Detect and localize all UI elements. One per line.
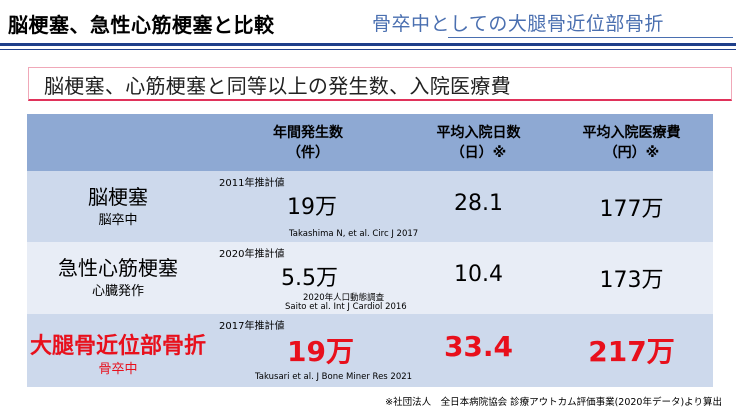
- disease-category: 骨卒中: [98, 362, 138, 377]
- annual-count: 19万: [287, 335, 354, 368]
- disease-category: 脳卒中: [98, 213, 138, 228]
- header-annual-count-line1: 年間発生数: [273, 124, 343, 141]
- days-cell: 10.4: [407, 242, 550, 314]
- footnote: ※社団法人 全日本病院協会 診療アウトカム評価事業(2020年データ)より算出: [385, 397, 722, 408]
- count-cell: 2017年推計値 19万 Takusari et al. J Bone Mine…: [209, 314, 412, 387]
- page-subtitle: 骨卒中としての大腿骨近位部骨折: [372, 13, 664, 35]
- table-header-row: 年間発生数 （件） 平均入院日数 （日）※ 平均入院医療費 （円）※: [27, 114, 713, 171]
- page-title: 脳梗塞、急性心筋梗塞と比較: [8, 13, 275, 37]
- cost-cell: 173万: [550, 242, 713, 314]
- estimate-label: 2020年推計値: [219, 249, 285, 260]
- header-avg-days-line1: 平均入院日数: [436, 124, 521, 141]
- header-avg-days-line2: （日）※: [450, 144, 507, 161]
- header-avg-cost-line1: 平均入院医療費: [582, 124, 681, 141]
- table-row: 急性心筋梗塞 心臓発作 2020年推計値 5.5万 2020年人口動態調査 Sa…: [27, 242, 713, 314]
- citation: 2020年人口動態調査: [303, 293, 385, 303]
- avg-days: 10.4: [454, 262, 503, 287]
- citation-secondary: Saito et al. Int J Cardiol 2016: [285, 302, 407, 312]
- estimate-label: 2017年推計値: [219, 321, 285, 332]
- banner-box: [28, 67, 732, 101]
- row-name-cell: 脳梗塞 脳卒中: [27, 171, 209, 242]
- header-annual-count-line2: （件）: [287, 144, 329, 161]
- annual-count: 5.5万: [281, 266, 338, 291]
- table-row: 脳梗塞 脳卒中 2011年推計値 19万 Takashima N, et al.…: [27, 171, 713, 242]
- header-empty-cell: [27, 114, 209, 171]
- header-avg-cost: 平均入院医療費 （円）※: [550, 114, 713, 171]
- subtitle-underline: [448, 37, 733, 38]
- estimate-label: 2011年推計値: [219, 178, 285, 189]
- header-divider-thin: [0, 49, 736, 50]
- citation: Takusari et al. J Bone Miner Res 2021: [255, 372, 413, 382]
- header-avg-days: 平均入院日数 （日）※: [407, 114, 550, 171]
- avg-days: 33.4: [443, 330, 514, 363]
- cost-cell: 217万: [550, 314, 713, 387]
- annual-count: 19万: [287, 195, 337, 220]
- citation: Takashima N, et al. Circ J 2017: [289, 229, 419, 239]
- header-divider: [0, 43, 736, 46]
- row-name-cell: 大腿骨近位部骨折 骨卒中: [27, 314, 209, 387]
- avg-days: 28.1: [454, 191, 503, 216]
- count-cell: 2011年推計値 19万 Takashima N, et al. Circ J …: [209, 171, 418, 242]
- table-row-highlight: 大腿骨近位部骨折 骨卒中 2017年推計値 19万 Takusari et al…: [27, 314, 713, 387]
- row-name-cell: 急性心筋梗塞 心臓発作: [27, 242, 209, 314]
- comparison-table: 年間発生数 （件） 平均入院日数 （日）※ 平均入院医療費 （円）※ 脳梗塞 脳…: [27, 114, 713, 387]
- disease-name: 大腿骨近位部骨折: [29, 334, 206, 359]
- header-avg-cost-line2: （円）※: [603, 144, 660, 161]
- disease-name: 急性心筋梗塞: [58, 256, 178, 280]
- disease-category: 心臓発作: [91, 284, 144, 299]
- days-cell: 33.4: [407, 314, 550, 387]
- count-cell: 2020年推計値 5.5万 2020年人口動態調査 Saito et al. I…: [209, 242, 407, 314]
- cost-cell: 177万: [550, 171, 713, 242]
- avg-cost: 173万: [599, 268, 664, 293]
- banner-text: 脳梗塞、心筋梗塞と同等以上の発生数、入院医療費: [44, 74, 511, 98]
- avg-cost: 177万: [599, 197, 664, 222]
- avg-cost: 217万: [588, 335, 675, 368]
- disease-name: 脳梗塞: [88, 185, 148, 209]
- days-cell: 28.1: [407, 171, 550, 242]
- header-annual-count: 年間発生数 （件）: [209, 114, 407, 171]
